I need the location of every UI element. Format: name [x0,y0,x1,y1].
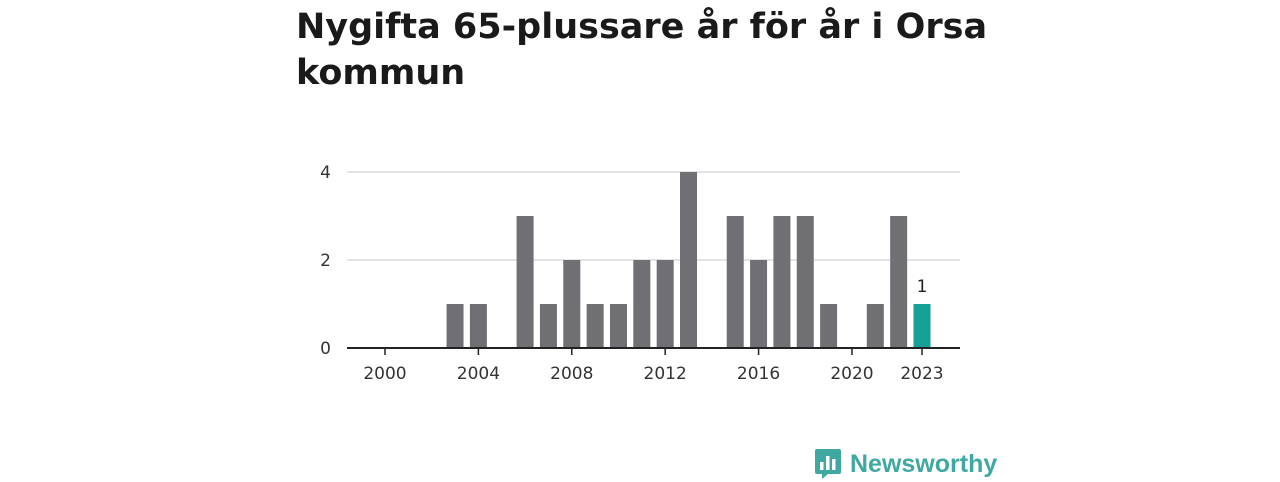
bar-chart: 2000 2004 2008 2012 2016 2020 2023 0 2 4 1 [320,163,960,384]
y-tick-label: 2 [320,251,331,271]
bar-2015 [726,216,744,348]
x-tick-label: 2008 [550,364,593,384]
x-tick-label: 2012 [644,364,687,384]
bar-2021 [866,304,884,348]
bar-2016 [750,260,768,348]
data-labels: 1 [917,277,928,297]
y-axis-ticks: 0 2 4 [320,163,331,359]
y-tick-label: 0 [320,339,331,359]
bar-2017 [773,216,791,348]
bar-2022 [890,216,908,348]
x-tick-label: 2020 [830,364,873,384]
brand-name: Newsworthy [850,449,998,478]
bar-2012 [656,260,674,348]
bar-2003 [446,304,464,348]
bar-2011 [633,260,651,348]
chart-title: Nygifta 65-plussare år för år i Orsa kom… [296,7,988,93]
x-tick-label: 2004 [457,364,500,384]
x-tick-label: 2016 [737,364,780,384]
bar-2010 [609,304,627,348]
bar-2019 [820,304,838,348]
x-tick-label: 2023 [900,364,943,384]
bar-2006 [516,216,534,348]
y-tick-label: 4 [320,163,331,183]
data-label-2023: 1 [917,277,928,297]
gridlines [347,171,960,261]
bar-2023 [913,304,931,348]
bar-2008 [563,260,581,348]
bar-2009 [586,304,604,348]
bar-2007 [539,304,557,348]
bar-chart-logo-icon [815,449,841,479]
x-axis-ticks: 2000 2004 2008 2012 2016 2020 2023 [363,348,944,384]
bars [446,172,931,348]
bar-2004 [469,304,487,348]
newsworthy-logo: Newsworthy [814,446,997,482]
bar-2013 [680,172,698,348]
bar-2018 [796,216,814,348]
x-tick-label: 2000 [363,364,406,384]
